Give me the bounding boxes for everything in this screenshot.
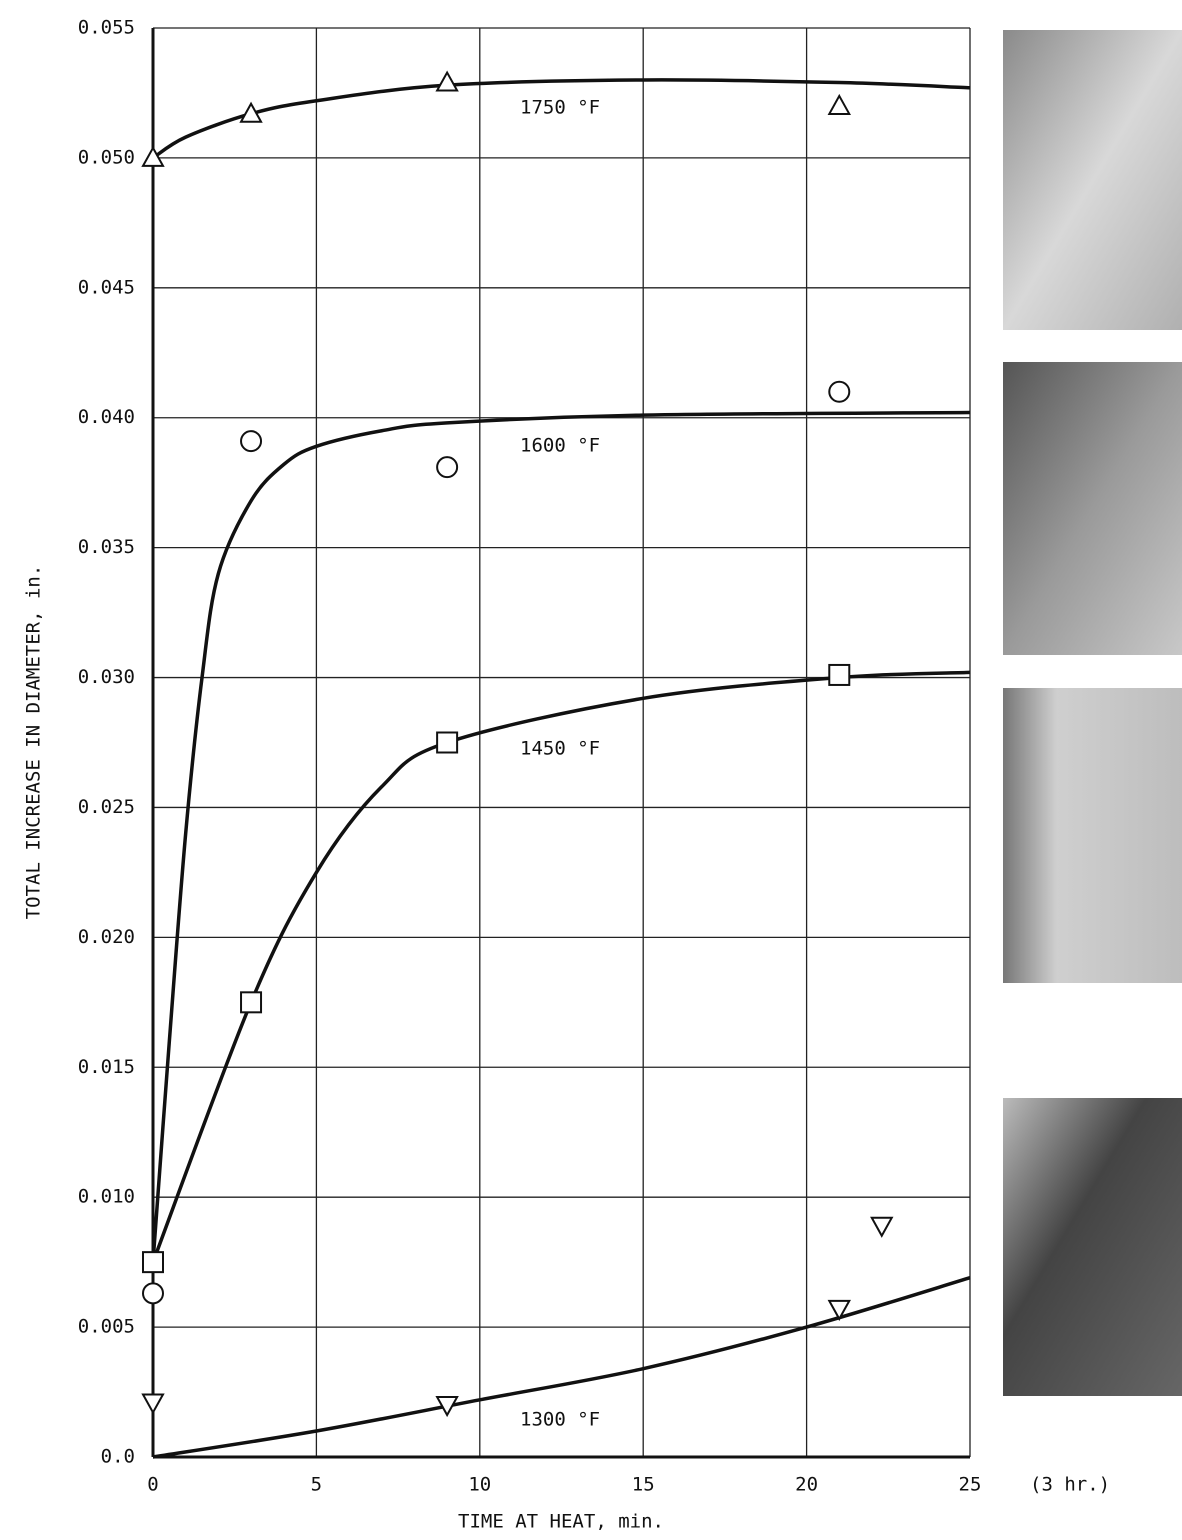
x-tick-label: 15: [632, 1474, 655, 1496]
y-tick-label: 0.055: [78, 17, 135, 39]
marker: [239, 101, 263, 123]
x-tick-label: 20: [795, 1474, 818, 1496]
y-tick-label: 0.045: [78, 276, 135, 298]
y-tick-label: 0.025: [78, 796, 135, 818]
marker: [142, 1282, 164, 1305]
fit-curve: [151, 670, 971, 1263]
fit-curve: [152, 78, 971, 160]
y-tick-label: 0.005: [78, 1316, 135, 1338]
marker: [141, 145, 165, 167]
y-tick-label: 0.040: [78, 406, 135, 428]
marker: [240, 991, 263, 1014]
marker: [142, 1251, 164, 1274]
marker: [828, 663, 851, 686]
marker: [828, 380, 851, 403]
x-tick-label: 5: [311, 1474, 322, 1496]
y-tick-label: 0.0: [101, 1446, 135, 1468]
y-tick-label: 0.050: [78, 146, 135, 168]
photo: [1003, 30, 1182, 330]
marker: [435, 70, 459, 92]
marker: [435, 1396, 459, 1418]
marker: [827, 93, 851, 115]
y-tick-label: 0.015: [78, 1056, 135, 1078]
y-tick-label: 0.035: [78, 536, 135, 558]
photo: [1003, 362, 1182, 655]
series-label: 1300 °F: [520, 1409, 600, 1431]
y-tick-label: 0.020: [78, 926, 135, 948]
series-label: 1450 °F: [520, 738, 600, 760]
marker: [240, 430, 263, 453]
x-tick-label: 10: [468, 1474, 491, 1496]
marker: [870, 1216, 894, 1238]
annotation: (3 hr.): [1030, 1474, 1110, 1496]
y-axis-title: TOTAL INCREASE IN DIAMETER, in.: [23, 565, 45, 920]
series-label: 1600 °F: [520, 435, 600, 457]
photo: [1003, 688, 1182, 983]
x-axis-title: TIME AT HEAT, min.: [458, 1511, 664, 1533]
photo: [1003, 1098, 1182, 1396]
fit-curve: [151, 410, 971, 1263]
fit-curve: [152, 1276, 971, 1459]
series-label: 1750 °F: [520, 97, 600, 119]
marker: [436, 456, 459, 479]
marker: [141, 1393, 165, 1415]
x-tick-label: 25: [959, 1474, 982, 1496]
x-tick-label: 0: [147, 1474, 158, 1496]
marker: [827, 1299, 851, 1321]
marker: [436, 731, 459, 754]
y-tick-label: 0.030: [78, 666, 135, 688]
y-tick-label: 0.010: [78, 1186, 135, 1208]
